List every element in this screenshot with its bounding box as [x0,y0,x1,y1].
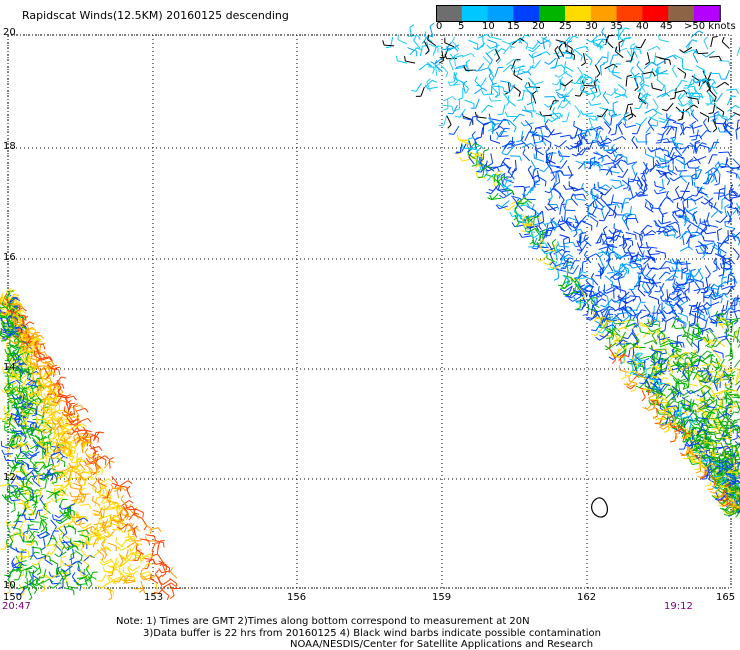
legend-swatch-0 [436,5,463,22]
legend-swatch-7 [616,5,643,22]
lat-label-12: 12 [3,472,16,483]
legend-label-45: 45 [660,21,673,32]
lon-label-165: 165 [716,592,736,603]
lat-label-20: 20 [3,27,16,38]
wind-speed-legend [436,5,726,27]
lon-label-150: 150 [3,592,23,603]
lat-label-18: 18 [3,141,16,152]
wind-map [0,22,740,600]
lon-label-159: 159 [432,592,452,603]
legend-swatch-1 [461,5,489,22]
legend-label-0: 0 [436,21,443,32]
lon-label-162: 162 [577,592,597,603]
legend-swatch-4 [539,5,566,22]
map-title: Rapidscat Winds(12.5KM) 20160125 descend… [22,9,289,22]
legend-label-50: >50 knots [684,21,736,32]
note-line-2: 3)Data buffer is 22 hrs from 20160125 4)… [143,628,601,639]
legend-color-bar [436,5,721,22]
lat-label-14: 14 [3,362,16,373]
lat-label-10: 10 [3,580,16,591]
legend-label-25: 25 [559,21,572,32]
legend-label-40: 40 [636,21,649,32]
legend-swatch-8 [642,5,669,22]
lat-label-16: 16 [3,252,16,263]
lon-label-153: 153 [144,592,164,603]
legend-swatch-6 [590,5,618,22]
legend-label-10: 10 [482,21,495,32]
legend-swatch-9 [668,5,695,22]
island-outline [591,497,608,518]
legend-label-20: 20 [532,21,545,32]
legend-label-35: 35 [610,21,623,32]
note-line-1: Note: 1) Times are GMT 2)Times along bot… [116,616,530,627]
legend-swatch-10 [694,5,721,22]
wind-barbs [0,22,740,600]
legend-label-30: 30 [585,21,598,32]
lon-label-156: 156 [287,592,307,603]
time-left: 20:47 [2,601,31,612]
legend-label-5: 5 [458,21,465,32]
legend-swatch-3 [513,5,540,22]
legend-swatch-5 [565,5,592,22]
note-line-3: NOAA/NESDIS/Center for Satellite Applica… [290,639,594,650]
time-right: 19:12 [664,601,693,612]
legend-label-15: 15 [507,21,520,32]
legend-swatch-2 [487,5,514,22]
